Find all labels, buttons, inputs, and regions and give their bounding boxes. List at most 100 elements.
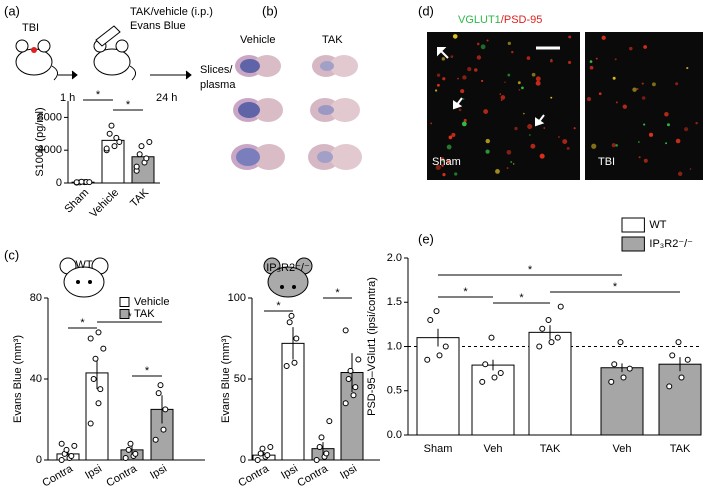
punctum [436, 73, 441, 77]
punctum [614, 58, 617, 61]
punctum [531, 72, 536, 77]
legend-swatch [119, 309, 130, 319]
x-tick-label: Vehicle [88, 187, 122, 221]
x-tick-label: Ipsi [338, 463, 359, 482]
data-point [78, 178, 85, 185]
data-point [675, 339, 682, 346]
punctum [510, 161, 513, 164]
punctum [442, 158, 445, 162]
data-point [342, 327, 349, 334]
data-point [160, 426, 167, 433]
significance-label: * [519, 292, 524, 304]
data-point [68, 452, 75, 459]
data-point [155, 390, 162, 397]
punctum [521, 86, 524, 90]
data-point [138, 143, 145, 150]
punctum [435, 164, 441, 171]
punctum [558, 136, 560, 138]
punctum [485, 138, 490, 144]
x-tick-label: Veh [613, 443, 632, 455]
x-tick-label: Sham [424, 443, 453, 455]
puncta [430, 34, 698, 177]
punctum [643, 45, 648, 49]
punctum [632, 87, 637, 92]
data-point [162, 406, 169, 413]
data-point [116, 139, 123, 145]
punctum [506, 149, 512, 155]
brain-slices [231, 55, 362, 170]
data-point [113, 134, 120, 141]
significance-label: * [335, 287, 340, 299]
data-point [326, 418, 333, 425]
punctum [454, 172, 458, 176]
micrograph-label: TBI [598, 156, 615, 168]
legend-swatch [621, 236, 645, 252]
significance-label: * [145, 365, 150, 377]
significance-label: * [96, 89, 101, 101]
x-tick-label: TAK [670, 443, 691, 455]
data-point [254, 457, 261, 463]
punctum [442, 77, 446, 81]
data-point [608, 378, 615, 385]
title-red: /PSD-95 [501, 14, 543, 26]
punctum [446, 144, 452, 150]
punctum [612, 76, 616, 80]
punctum [460, 89, 465, 94]
punctum [441, 164, 444, 167]
punctum [675, 138, 681, 144]
legend-label: IP₃R2⁻/⁻ [649, 238, 693, 250]
legend-label: WT [649, 219, 666, 231]
column-label: TAK [322, 34, 343, 46]
data-point [678, 374, 685, 381]
punctum [461, 121, 467, 127]
punctum [641, 96, 646, 100]
data-point [95, 329, 102, 336]
y-axis-label: Evans Blue (mm³) [220, 335, 232, 423]
punctum [436, 83, 440, 87]
punctum [507, 73, 511, 77]
punctum [499, 93, 502, 95]
y-tick-label: 1.5 [387, 296, 402, 308]
data-point [548, 339, 555, 346]
punctum [643, 158, 648, 163]
schematic-text: TAK/vehicle (i.p.) [130, 6, 213, 18]
x-tick-label: Contra [40, 462, 75, 489]
data-point [92, 355, 99, 362]
data-point [323, 450, 330, 457]
significance-label: * [276, 300, 281, 312]
punctum [462, 98, 465, 101]
data-point [491, 374, 498, 381]
punctum [643, 123, 646, 126]
data-point [355, 356, 362, 363]
data-point [58, 440, 65, 447]
punctum [511, 50, 514, 54]
y-tick-label: 0.0 [387, 429, 402, 441]
punctum [695, 121, 698, 125]
punctum [457, 77, 459, 80]
y-axis-label: S100β (pg/ml) [34, 107, 46, 176]
data-point [71, 442, 78, 449]
schematic [15, 25, 192, 81]
punctum [562, 139, 568, 145]
column-label: Vehicle [240, 34, 275, 46]
punctum [467, 67, 472, 72]
punctum [512, 163, 515, 165]
punctum [450, 55, 454, 58]
punctum [598, 92, 602, 96]
punctum [483, 109, 489, 115]
significance-label: * [127, 311, 132, 323]
significance-label: * [80, 317, 85, 329]
punctum [595, 57, 598, 60]
bar [131, 156, 155, 184]
punctum [535, 76, 541, 82]
punctum [462, 75, 467, 80]
x-tick-label: TAK [540, 443, 561, 455]
punctum [589, 60, 593, 63]
punctum [615, 144, 618, 147]
y-tick-label: 0.5 [387, 385, 402, 397]
y-tick-label: 8000 [38, 111, 62, 123]
panel-label: (e) [418, 231, 434, 246]
punctum [441, 57, 446, 61]
panel-label: (d) [418, 3, 434, 18]
